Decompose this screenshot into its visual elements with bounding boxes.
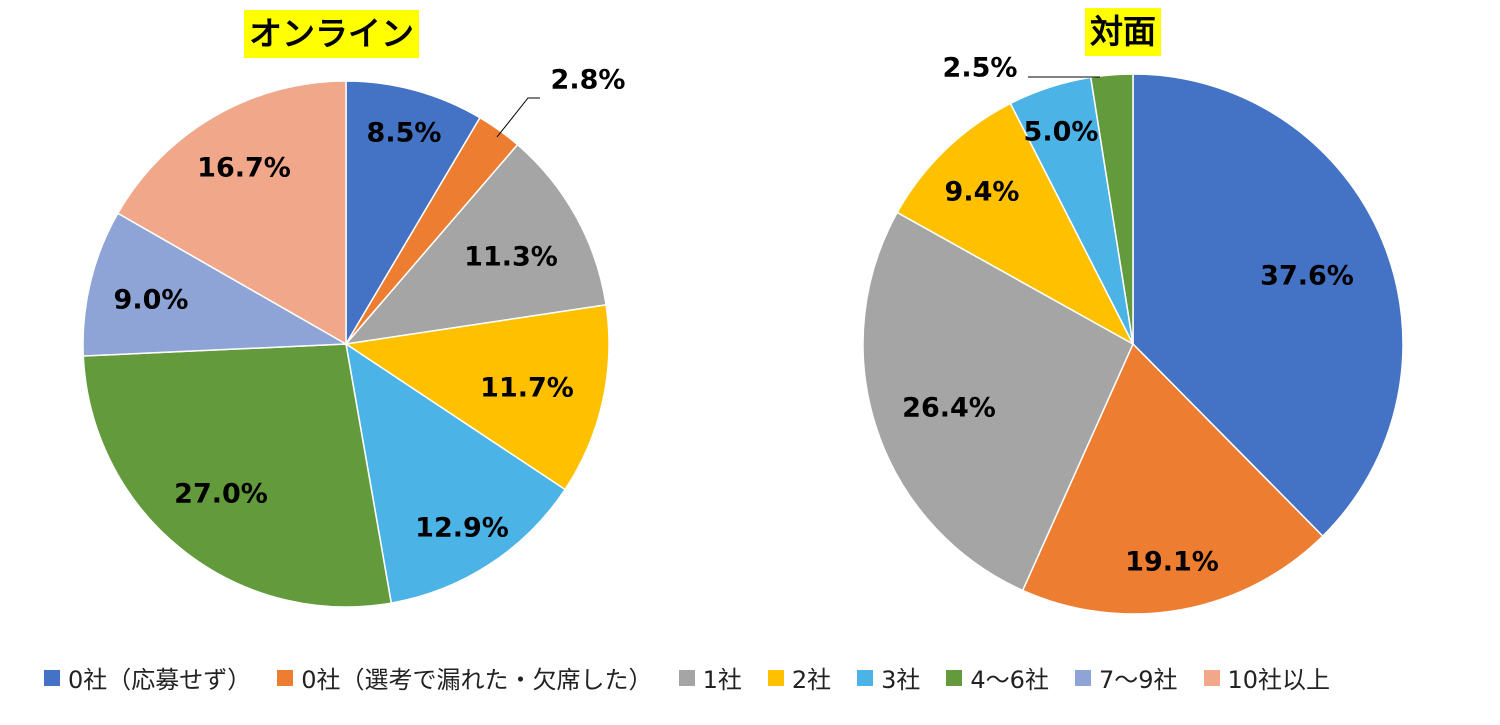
slice-label: 2.8% (551, 65, 626, 96)
slice-label: 27.0% (174, 479, 268, 510)
chart-title-online: オンライン (244, 10, 419, 58)
leader-line (496, 97, 540, 138)
slice-label: 5.0% (1024, 117, 1099, 148)
slice-label: 11.7% (480, 373, 574, 404)
pie-slice (343, 304, 610, 491)
pie-slice (116, 80, 347, 346)
legend-item: 3社 (857, 660, 920, 695)
slice-label: 2.5% (943, 53, 1018, 84)
legend-label: 2社 (791, 666, 832, 694)
legend-swatch (277, 669, 294, 686)
legend-swatch (767, 669, 784, 686)
legend-item: 2社 (767, 660, 832, 695)
legend-swatch (678, 669, 695, 686)
pie-slice (344, 342, 567, 604)
legend-item: 0社（応募せず） (44, 660, 251, 695)
legend-swatch (1074, 669, 1091, 686)
legend-label: 7～9社 (1098, 666, 1178, 694)
slice-label: 12.9% (415, 513, 509, 544)
pie-slice (1132, 73, 1404, 538)
legend-swatch (946, 669, 963, 686)
chart-legend: 0社（応募せず） 0社（選考で漏れた・欠席した） 1社 2社 3社 4～6社 7～9社 10社… (44, 660, 1356, 695)
slice-label: 11.3% (464, 242, 558, 273)
legend-swatch (1203, 669, 1220, 686)
pie-slice (82, 343, 393, 608)
pie-online: 8.5% 2.8% 11.3% 11.7% 12.9% 27.0% 9.0% 16.7% (82, 65, 626, 608)
legend-label: 0社（応募せず） (68, 666, 252, 694)
pie-face-to-face: 37.6% 19.1% 26.4% 9.4%5.0% 2.5% (862, 53, 1404, 615)
legend-swatch (857, 669, 874, 686)
slice-label: 16.7% (197, 153, 291, 184)
legend-item: 10社以上 (1203, 660, 1331, 695)
pie-slice (344, 143, 607, 346)
slice-label: 9.4% (945, 177, 1020, 208)
pie-slice (345, 80, 482, 347)
slice-label: 19.1% (1125, 547, 1219, 578)
slice-label: 8.5% (367, 118, 442, 149)
legend-swatch (44, 669, 60, 686)
legend-item: 0社（選考で漏れた・欠席した） (277, 660, 653, 695)
slice-label: 37.6% (1260, 261, 1354, 292)
legend-label: 3社 (881, 666, 921, 694)
slice-label: 26.4% (902, 393, 996, 424)
legend-label: 0社（選考で漏れた・欠席した） (301, 666, 653, 694)
legend-item: 1社 (678, 660, 742, 695)
legend-label: 1社 (702, 666, 742, 694)
legend-label: 10社以上 (1227, 666, 1331, 694)
slice-label: 9.0% (114, 285, 189, 316)
legend-item: 4～6社 (946, 660, 1049, 695)
legend-label: 4～6社 (970, 666, 1049, 694)
pie-slice (82, 212, 349, 357)
legend-item: 7～9社 (1074, 660, 1178, 695)
chart-title-face-to-face: 対面 (1085, 8, 1161, 56)
pie-slice (1021, 342, 1324, 615)
pie-slice (896, 102, 1135, 346)
